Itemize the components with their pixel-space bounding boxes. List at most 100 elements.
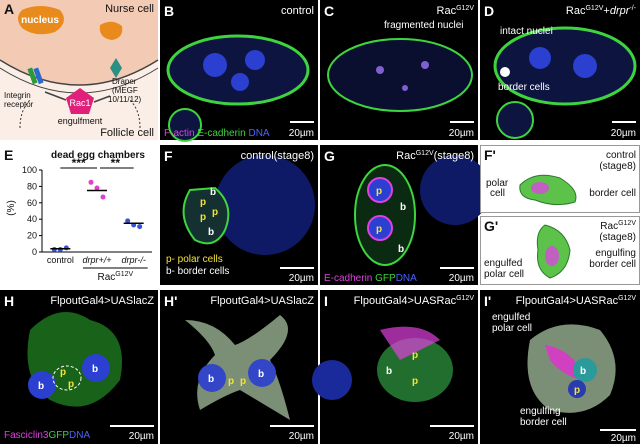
illustration-shape xyxy=(402,85,408,91)
x-tick-label: drpr+/+ xyxy=(82,255,111,265)
label: E xyxy=(4,147,13,163)
label: E-cadherin xyxy=(197,128,245,139)
panel-h-prime: H' FlpoutGal4>UASlacZ b p p b 20µm xyxy=(160,290,318,444)
label: control xyxy=(281,5,314,17)
illustration-shape: Fasciclin3GFPDNA xyxy=(4,430,90,441)
label: b xyxy=(386,366,392,377)
panel-d: D RacG12V+drpr-/- intact nuclei border c… xyxy=(480,0,640,140)
label: cell xyxy=(490,188,505,199)
illustration-shape xyxy=(545,246,559,266)
label: FlpoutGal4>UASRac xyxy=(354,295,457,307)
illustration-shape xyxy=(421,61,429,69)
panel-g: G RacG12V(stage8) p p b b E-cadherin GFP… xyxy=(320,145,490,285)
label: p xyxy=(68,379,74,390)
label: engulfing xyxy=(595,248,636,259)
label: E-cadherin xyxy=(324,273,372,284)
label: Rac1 xyxy=(69,98,90,108)
label: (stage8) xyxy=(599,232,636,243)
illustration-shape xyxy=(28,371,56,399)
illustration-shape xyxy=(531,182,549,194)
label: p xyxy=(212,207,218,218)
label: b- border cells xyxy=(166,266,229,277)
label: Nurse cell xyxy=(105,3,154,15)
illustration-shape xyxy=(33,67,44,85)
label: G xyxy=(324,148,335,164)
label: (MEGF xyxy=(112,86,138,95)
illustration-shape xyxy=(52,365,82,391)
panel-b: B control F-actin E-cadherin DNA 20µm xyxy=(160,0,318,142)
illustration-shape: RacG12V(stage8) xyxy=(396,150,474,162)
label: (stage8) xyxy=(434,150,474,162)
label: p xyxy=(200,197,206,208)
illustration-shape xyxy=(27,67,38,85)
label: p xyxy=(412,350,418,361)
data-point xyxy=(51,247,57,253)
label: F xyxy=(164,148,173,164)
label: p xyxy=(240,376,246,387)
group-label-part: G12V xyxy=(115,271,133,278)
label: G12V xyxy=(456,5,474,12)
illustration-shape xyxy=(82,354,110,382)
data-point xyxy=(100,194,106,200)
illustration-shape xyxy=(573,54,597,78)
data-point xyxy=(88,179,94,185)
label: -/- xyxy=(629,5,636,12)
label: b xyxy=(208,374,214,385)
label: border cell xyxy=(589,259,636,270)
illustration-shape xyxy=(182,186,230,245)
label: 20µm xyxy=(289,273,314,284)
label: G12V xyxy=(618,220,636,227)
label: engulfing xyxy=(520,406,561,417)
illustration-shape xyxy=(0,59,159,86)
illustration-shape: RacG12V+drpr-/- xyxy=(566,5,637,17)
illustration-shape xyxy=(215,155,315,255)
illustration-shape xyxy=(496,101,534,139)
label: polar cell xyxy=(492,323,532,334)
illustration-shape xyxy=(367,177,393,203)
label: 20µm xyxy=(449,128,474,139)
label: 20µm xyxy=(611,433,636,444)
illustration-shape xyxy=(248,359,276,387)
label: G12V xyxy=(456,295,474,302)
illustration-shape xyxy=(493,26,637,106)
label: p xyxy=(228,376,234,387)
y-tick-label: 0 xyxy=(32,247,37,257)
label: Draper xyxy=(112,77,137,86)
significance: *** xyxy=(72,156,86,170)
label: control(stage8) xyxy=(241,150,314,162)
illustration-shape xyxy=(376,66,384,74)
label: drpr xyxy=(610,5,631,17)
label: engulfment xyxy=(58,116,103,126)
label: GFP xyxy=(48,430,69,441)
label: border cells xyxy=(498,82,550,93)
label: 20µm xyxy=(449,273,474,284)
label: + xyxy=(603,5,609,17)
label: I' xyxy=(484,293,491,309)
y-tick-label: 60 xyxy=(27,198,37,208)
label: Rac xyxy=(396,150,416,162)
x-tick-label: drpr-/- xyxy=(121,255,145,265)
label: GFP xyxy=(375,273,396,284)
illustration-shape xyxy=(19,99,141,129)
label: engulfed xyxy=(484,258,522,269)
label: DNA xyxy=(396,273,417,284)
label: FlpoutGal4>UASRac xyxy=(516,295,619,307)
panel-c: C RacG12V fragmented nuclei 20µm xyxy=(320,0,478,140)
illustration-shape xyxy=(380,326,440,360)
illustration-shape xyxy=(245,50,265,70)
label: polar cell xyxy=(484,269,524,280)
illustration-shape xyxy=(573,358,597,382)
data-point xyxy=(57,247,63,253)
label: border cell xyxy=(589,188,636,199)
panel-i: I FlpoutGal4>UASRacG12V b p p 20µm xyxy=(312,290,478,444)
panel-e: E dead egg chambers (%) 0 20 40 60 80 100 cont… xyxy=(4,147,152,283)
label: G' xyxy=(484,218,498,234)
data-point xyxy=(94,185,100,191)
label: fragmented nuclei xyxy=(384,20,464,31)
label: b xyxy=(398,244,404,255)
panel-h: H FlpoutGal4>UASlacZ b p p b Fasciclin3G… xyxy=(0,290,158,444)
panel-f: F control(stage8) p p p b b p- polar cel… xyxy=(160,145,318,285)
illustration-shape xyxy=(99,21,123,40)
label: p- polar cells xyxy=(166,254,223,265)
